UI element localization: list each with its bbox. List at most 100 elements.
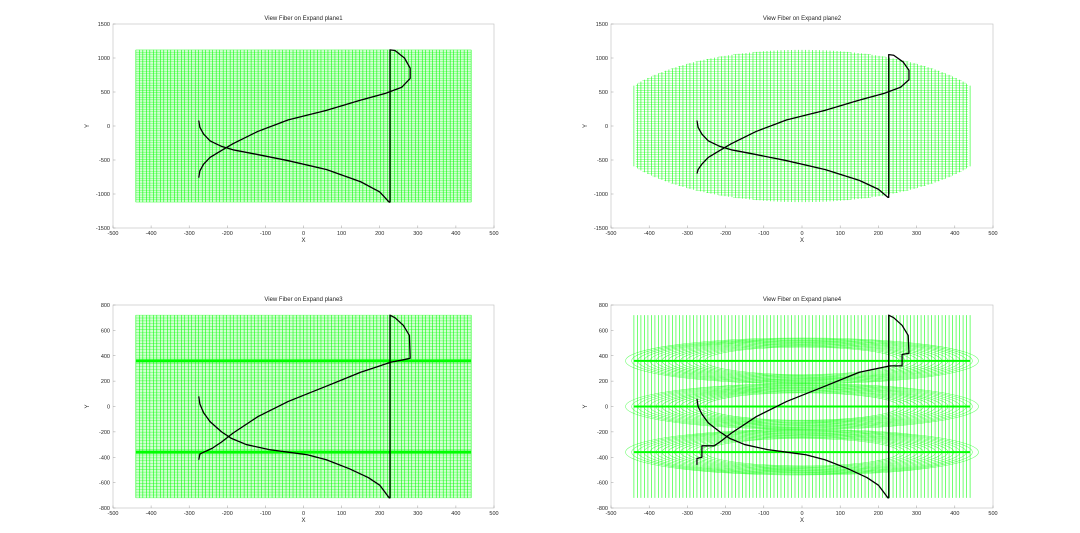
- x-tick-label: -500: [605, 511, 616, 517]
- y-tick-label: -400: [597, 455, 608, 461]
- x-tick-label: 0: [302, 231, 305, 237]
- fiber-curve-1: [696, 53, 910, 199]
- y-axis-label: Y: [583, 124, 589, 128]
- y-tick-label: 0: [605, 124, 608, 130]
- x-axis-label: X: [301, 518, 305, 524]
- y-axis-label: Y: [85, 404, 91, 408]
- x-tick-label: 400: [451, 511, 460, 517]
- x-tick-label: -200: [720, 511, 731, 517]
- plot-area: [135, 314, 472, 499]
- x-tick-label: 200: [375, 231, 384, 237]
- x-tick-label: -300: [682, 511, 693, 517]
- x-axis-label: X: [800, 518, 804, 524]
- y-tick-label: -600: [99, 481, 110, 487]
- plane-mesh: [135, 49, 472, 203]
- x-tick-label: 500: [489, 231, 498, 237]
- x-tick-label: -200: [720, 231, 731, 237]
- y-axis-label: Y: [583, 404, 589, 408]
- y-tick-label: 400: [599, 354, 608, 360]
- x-axis-label: X: [800, 238, 804, 244]
- y-tick-label: 800: [599, 303, 608, 309]
- fiber-curve-1: [198, 49, 411, 203]
- plot-area: [135, 49, 472, 203]
- x-tick-label: 400: [451, 231, 460, 237]
- x-tick-label: 400: [950, 231, 959, 237]
- y-tick-label: -1500: [594, 226, 608, 232]
- chart-title: View Fiber on Expand plane1: [264, 16, 343, 22]
- chart-title: View Fiber on Expand plane4: [763, 297, 842, 303]
- y-tick-label: -1000: [96, 192, 110, 198]
- x-tick-label: 500: [988, 511, 997, 517]
- y-tick-label: 500: [599, 90, 608, 96]
- y-tick-label: 200: [599, 379, 608, 385]
- plot-area: [633, 49, 971, 203]
- mesh-ellipse: [625, 429, 979, 476]
- mesh-ellipse: [631, 429, 973, 475]
- mesh-ellipse: [631, 384, 973, 429]
- x-tick-label: -400: [146, 231, 157, 237]
- x-axis-label: X: [301, 238, 305, 244]
- y-tick-label: 400: [101, 354, 110, 360]
- y-tick-label: -200: [99, 430, 110, 436]
- y-tick-label: 0: [107, 124, 110, 130]
- y-tick-label: -400: [99, 455, 110, 461]
- x-tick-label: 300: [912, 231, 921, 237]
- y-tick-label: 0: [107, 405, 110, 411]
- plot-area: [625, 314, 979, 499]
- plane-mesh: [625, 315, 979, 498]
- y-tick-label: 600: [599, 328, 608, 334]
- x-tick-label: -200: [222, 511, 233, 517]
- x-tick-label: 300: [413, 511, 422, 517]
- x-tick-label: 300: [912, 511, 921, 517]
- x-tick-label: 400: [950, 511, 959, 517]
- chart-panel-1: View Fiber on Expand plane1 -500 -400 -300 -…: [85, 16, 499, 244]
- mesh-ellipse: [631, 338, 973, 384]
- y-tick-label: 500: [101, 90, 110, 96]
- x-tick-label: -200: [222, 231, 233, 237]
- y-tick-label: -800: [597, 506, 608, 512]
- y-tick-label: -500: [597, 158, 608, 164]
- x-tick-label: 100: [337, 231, 346, 237]
- x-tick-label: 500: [489, 511, 498, 517]
- x-tick-label: -500: [107, 231, 118, 237]
- y-tick-label: 1000: [596, 56, 608, 62]
- plane-mesh: [135, 314, 472, 499]
- y-axis-label: Y: [85, 124, 91, 128]
- chart-panel-3: View Fiber on Expand plane3 -500 -400 -300 -…: [85, 297, 499, 524]
- x-tick-label: 300: [413, 231, 422, 237]
- x-tick-label: -100: [758, 511, 769, 517]
- x-tick-label: 200: [874, 511, 883, 517]
- fiber-curve-1: [696, 314, 910, 499]
- x-tick-label: -500: [605, 231, 616, 237]
- y-tick-label: -500: [99, 158, 110, 164]
- y-tick-label: 600: [101, 328, 110, 334]
- fiber-curve-1: [198, 314, 411, 499]
- x-tick-label: 0: [800, 511, 803, 517]
- x-tick-label: 0: [302, 511, 305, 517]
- x-tick-label: 100: [836, 231, 845, 237]
- x-tick-label: 100: [836, 511, 845, 517]
- x-tick-label: -100: [758, 231, 769, 237]
- y-tick-label: 800: [101, 303, 110, 309]
- chart-title: View Fiber on Expand plane2: [763, 16, 842, 22]
- y-tick-label: -800: [99, 506, 110, 512]
- plane-mesh: [633, 49, 971, 203]
- chart-title: View Fiber on Expand plane3: [264, 297, 343, 303]
- y-tick-label: 1500: [596, 22, 608, 28]
- x-tick-label: -500: [107, 511, 118, 517]
- x-tick-label: -100: [260, 231, 271, 237]
- x-tick-label: -400: [146, 511, 157, 517]
- x-tick-label: 0: [800, 231, 803, 237]
- x-tick-label: -400: [644, 511, 655, 517]
- y-tick-label: -600: [597, 481, 608, 487]
- x-tick-label: 100: [337, 511, 346, 517]
- x-tick-label: -300: [184, 511, 195, 517]
- x-tick-label: -300: [184, 231, 195, 237]
- y-tick-label: 0: [605, 405, 608, 411]
- x-tick-label: 500: [988, 231, 997, 237]
- x-tick-label: 200: [375, 511, 384, 517]
- y-tick-label: 200: [101, 379, 110, 385]
- y-tick-label: -1000: [594, 192, 608, 198]
- x-tick-label: 200: [874, 231, 883, 237]
- chart-panel-2: View Fiber on Expand plane2 -500 -400 -300 -…: [583, 16, 998, 244]
